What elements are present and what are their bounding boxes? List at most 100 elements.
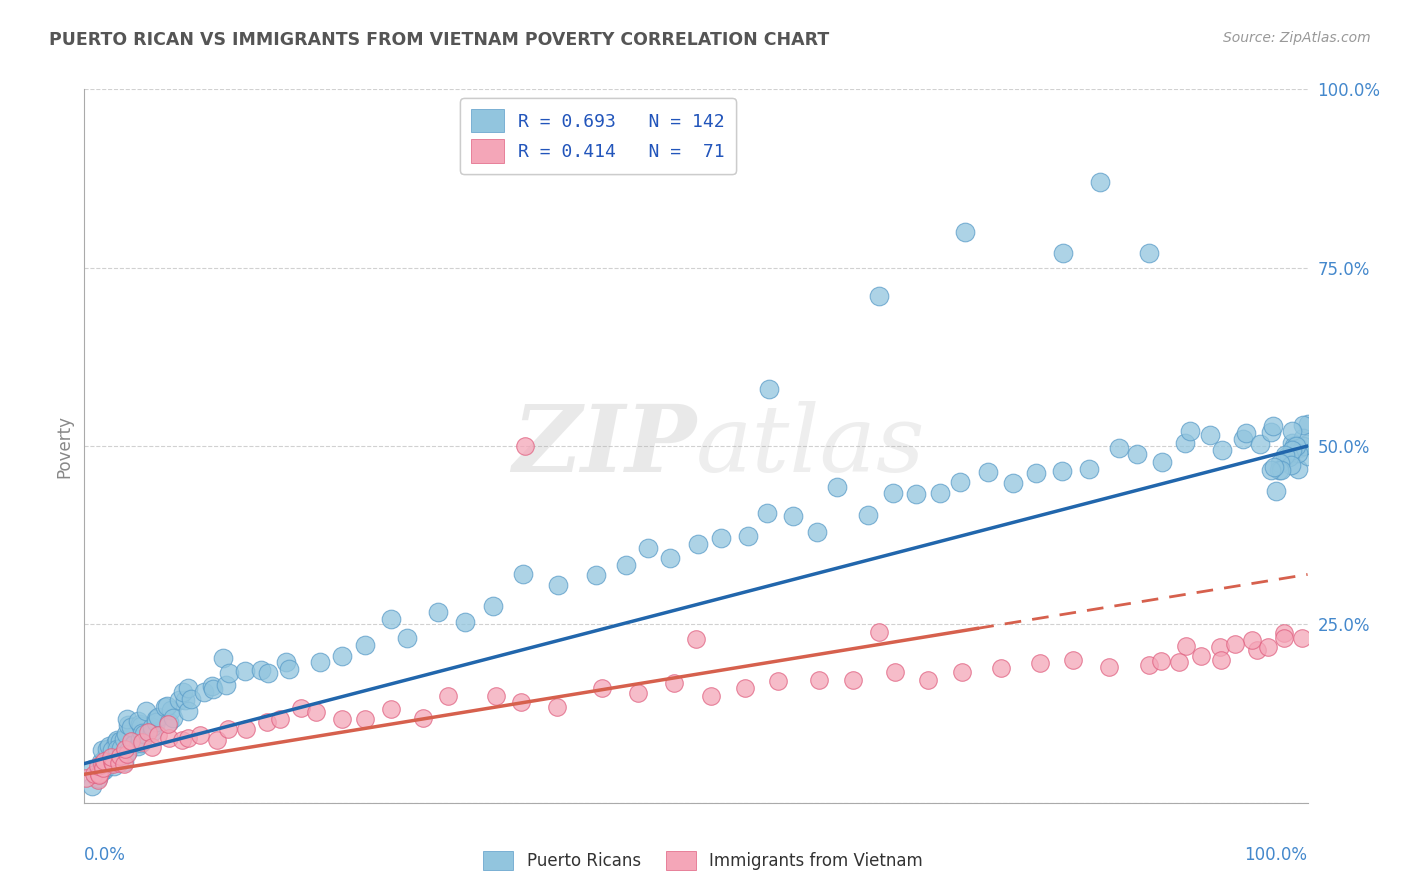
Point [103, 759, 125, 773]
Point [1284, 439, 1306, 453]
Point [1288, 441, 1310, 455]
Point [145, 712, 167, 726]
Point [1137, 246, 1160, 260]
Point [177, 704, 200, 718]
Point [485, 689, 508, 703]
Point [97, 739, 120, 753]
Point [1029, 656, 1052, 670]
Point [1225, 637, 1247, 651]
Point [807, 673, 830, 687]
Point [82, 763, 104, 777]
Point [482, 599, 505, 614]
Point [1077, 461, 1099, 475]
Point [110, 741, 132, 756]
Point [84, 769, 107, 783]
Point [148, 728, 170, 742]
Point [308, 655, 330, 669]
Point [1296, 417, 1319, 431]
Point [1272, 626, 1295, 640]
Point [131, 726, 153, 740]
Point [156, 699, 179, 714]
Point [180, 692, 202, 706]
Point [91, 757, 114, 772]
Point [132, 727, 155, 741]
Point [105, 732, 128, 747]
Point [332, 712, 354, 726]
Point [1292, 439, 1315, 453]
Point [101, 749, 124, 764]
Point [136, 725, 159, 739]
Point [1234, 426, 1257, 441]
Point [1052, 246, 1074, 260]
Point [120, 734, 142, 748]
Point [120, 720, 142, 734]
Point [1260, 463, 1282, 477]
Point [380, 701, 402, 715]
Text: PUERTO RICAN VS IMMIGRANTS FROM VIETNAM POVERTY CORRELATION CHART: PUERTO RICAN VS IMMIGRANTS FROM VIETNAM … [49, 31, 830, 49]
Point [167, 693, 190, 707]
Point [96, 760, 118, 774]
Point [146, 710, 169, 724]
Point [637, 541, 659, 556]
Point [75, 771, 97, 785]
Point [105, 735, 128, 749]
Point [758, 382, 780, 396]
Point [950, 665, 973, 679]
Point [1296, 449, 1319, 463]
Point [1052, 464, 1074, 478]
Point [129, 736, 152, 750]
Point [1279, 458, 1302, 472]
Point [1291, 631, 1313, 645]
Point [380, 611, 402, 625]
Point [768, 674, 790, 689]
Point [87, 767, 110, 781]
Point [176, 681, 198, 696]
Point [86, 767, 108, 781]
Point [1274, 448, 1296, 462]
Point [129, 717, 152, 731]
Point [1189, 648, 1212, 663]
Point [1260, 425, 1282, 439]
Point [1150, 455, 1173, 469]
Point [233, 664, 256, 678]
Point [211, 650, 233, 665]
Point [193, 685, 215, 699]
Point [90, 755, 112, 769]
Point [685, 632, 707, 646]
Point [510, 695, 533, 709]
Point [1284, 439, 1306, 453]
Point [112, 732, 135, 747]
Point [131, 734, 153, 748]
Point [127, 739, 149, 753]
Point [547, 577, 569, 591]
Point [117, 717, 139, 731]
Point [135, 704, 157, 718]
Point [114, 727, 136, 741]
Point [1272, 631, 1295, 645]
Point [905, 487, 928, 501]
Point [1150, 654, 1173, 668]
Point [112, 757, 135, 772]
Text: ZIP: ZIP [512, 401, 696, 491]
Text: 100.0%: 100.0% [1244, 846, 1308, 863]
Point [1249, 437, 1271, 451]
Point [1246, 643, 1268, 657]
Point [454, 615, 477, 629]
Point [127, 714, 149, 728]
Point [93, 761, 115, 775]
Point [627, 686, 650, 700]
Point [117, 712, 139, 726]
Point [1108, 441, 1130, 455]
Point [98, 754, 121, 768]
Point [83, 767, 105, 781]
Point [93, 754, 115, 768]
Point [513, 439, 536, 453]
Point [1139, 658, 1161, 673]
Point [101, 743, 124, 757]
Point [274, 655, 297, 669]
Point [437, 689, 460, 703]
Point [87, 758, 110, 772]
Point [117, 744, 139, 758]
Text: Source: ZipAtlas.com: Source: ZipAtlas.com [1223, 31, 1371, 45]
Point [162, 711, 184, 725]
